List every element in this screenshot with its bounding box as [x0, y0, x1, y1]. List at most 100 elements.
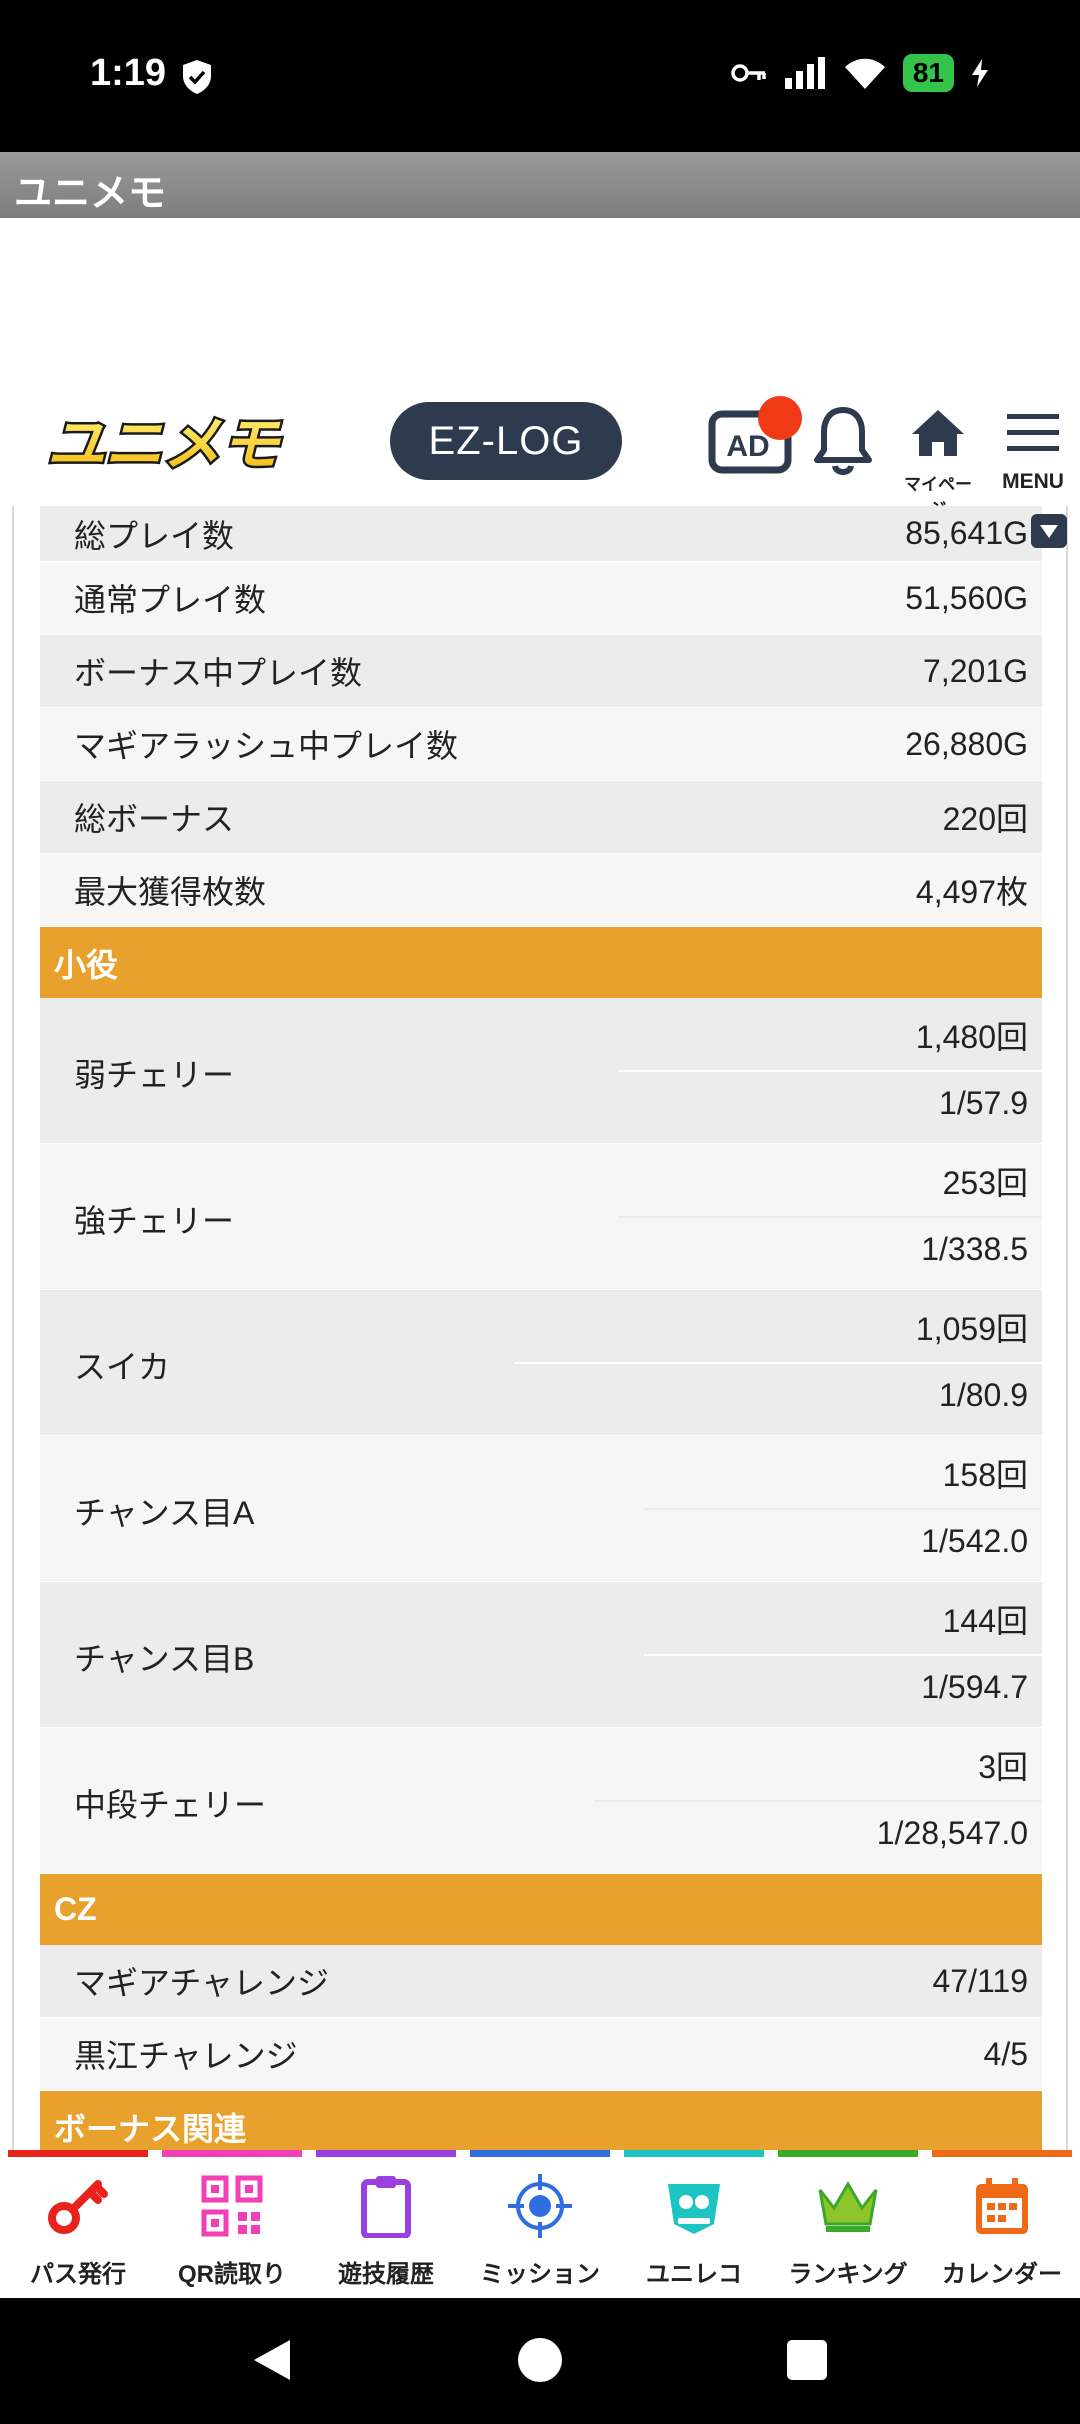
row-label: ボーナス中プレイ数 [74, 655, 363, 691]
section-header-bonus: ボーナス関連 [40, 2091, 1042, 2150]
row-count: 158回 [942, 1457, 1028, 1493]
table-row: 黒江チャレンジ 4/5 [40, 2018, 1042, 2091]
row-label: 最大獲得枚数 [74, 874, 267, 910]
site-header: ユニメモ EZ-LOG AD マイページ MENU [0, 394, 1080, 519]
row-label: 黒江チャレンジ [74, 2038, 298, 2074]
menu-button[interactable]: MENU [998, 412, 1068, 496]
row-value: 4/5 [983, 2035, 1028, 2072]
shield-icon [183, 60, 211, 94]
row-rate: 1/594.7 [921, 1669, 1028, 1705]
table-row: 通常プレイ数 51,560G [40, 562, 1042, 635]
notification-dot [758, 396, 802, 440]
row-rate: 1/57.9 [939, 1085, 1028, 1121]
app-title-bar: ユニメモ [0, 152, 1080, 218]
row-label: 中段チェリー [74, 1787, 267, 1823]
row-label: スイカ [74, 1349, 171, 1385]
row-label: 通常プレイ数 [74, 582, 267, 618]
row-label: 弱チェリー [74, 1057, 235, 1093]
data-content[interactable]: 総プレイ数 85,641G 通常プレイ数 51,560G ボーナス中プレイ数 7… [12, 506, 1068, 2150]
home-icon [912, 410, 964, 456]
nav-unireco[interactable]: ユニレコ [624, 2150, 764, 2298]
bottom-nav: パス発行 QR読取り 遊技履歴 ミッショ [0, 2150, 1080, 2298]
vpn-key-icon [731, 64, 766, 82]
menu-label: MENU [1002, 470, 1064, 493]
row-rate: 1/542.0 [921, 1523, 1028, 1559]
battery-level: 81 [902, 54, 954, 92]
row-label: チャンス目A [74, 1495, 255, 1531]
stats-table: 総プレイ数 85,641G 通常プレイ数 51,560G ボーナス中プレイ数 7… [40, 506, 1042, 2150]
row-label: 総ボーナス [74, 801, 235, 837]
nav-label: ミッション [480, 2261, 600, 2288]
nav-qr-scan[interactable]: QR読取り [162, 2150, 302, 2298]
ad-space [0, 218, 1080, 394]
row-rate: 1/28,547.0 [876, 1815, 1028, 1851]
signal-icon [784, 57, 825, 89]
nav-label: カレンダー [942, 2261, 1062, 2288]
table-row: 中段チェリー 3回 1/28,547.0 [40, 1728, 1042, 1874]
row-count: 144回 [942, 1603, 1028, 1639]
row-label: 総プレイ数 [74, 517, 235, 554]
nav-pass-issue[interactable]: パス発行 [8, 2150, 148, 2298]
row-label: 強チェリー [74, 1203, 235, 1239]
nav-mission[interactable]: ミッション [470, 2150, 610, 2298]
section-header-cz: CZ [40, 1874, 1042, 1945]
row-value: 85,641G [905, 515, 1028, 551]
row-label: マギアチャレンジ [74, 1965, 330, 2001]
logo-text: ユニメモ [47, 410, 281, 478]
row-value: 51,560G [905, 579, 1028, 616]
mypage-button[interactable]: マイページ [900, 408, 976, 519]
bell-icon[interactable] [812, 404, 874, 478]
table-row: マギアチャレンジ 47/119 [40, 1945, 1042, 2018]
qr-code-icon [201, 2175, 263, 2237]
table-row: ボーナス中プレイ数 7,201G [40, 635, 1042, 708]
calendar-icon [976, 2178, 1028, 2234]
table-row: チャンス目B 144回 1/594.7 [40, 1582, 1042, 1728]
app-title: ユニメモ [14, 173, 167, 215]
crown-icon [818, 2181, 878, 2232]
row-value: 220回 [942, 801, 1028, 837]
row-rate: 1/80.9 [939, 1377, 1028, 1413]
row-label: マギアラッシュ中プレイ数 [74, 728, 459, 764]
recents-icon[interactable] [786, 2339, 828, 2381]
system-nav-bar [0, 2298, 1080, 2424]
row-count: 253回 [942, 1165, 1028, 1201]
target-icon [508, 2174, 572, 2238]
row-label: チャンス目B [74, 1641, 255, 1677]
row-count: 1,480回 [915, 1019, 1028, 1055]
unimemo-logo[interactable]: ユニメモ [20, 402, 306, 478]
table-row: スイカ 1,059回 1/80.9 [40, 1290, 1042, 1436]
table-row: 総プレイ数 85,641G [40, 506, 1042, 562]
status-bar: 1:19 81 [0, 0, 1080, 152]
row-value: 47/119 [932, 1962, 1029, 1999]
clipboard-icon [361, 2176, 411, 2238]
table-row: 弱チェリー 1,480回 1/57.9 [40, 998, 1042, 1144]
ez-log-button[interactable]: EZ-LOG [390, 402, 622, 480]
nav-calendar[interactable]: カレンダー [932, 2150, 1072, 2298]
row-value: 4,497枚 [915, 874, 1028, 910]
row-count: 3回 [978, 1749, 1028, 1785]
nav-label: ユニレコ [646, 2261, 742, 2288]
nav-label: ランキング [788, 2261, 908, 2288]
status-time: 1:19 [90, 52, 167, 94]
row-rate: 1/338.5 [921, 1231, 1028, 1267]
wifi-icon [844, 58, 885, 89]
home-circle-icon[interactable] [516, 2336, 564, 2384]
nav-label: 遊技履歴 [338, 2261, 434, 2288]
unireco-icon [668, 2184, 720, 2234]
key-icon [48, 2180, 108, 2234]
row-count: 1,059回 [915, 1311, 1028, 1347]
table-row: 強チェリー 253回 1/338.5 [40, 1144, 1042, 1290]
section-header-small-role: 小役 [40, 927, 1042, 998]
back-icon[interactable] [250, 2336, 294, 2384]
ad-icon[interactable]: AD [708, 410, 792, 476]
table-row: チャンス目A 158回 1/542.0 [40, 1436, 1042, 1582]
nav-play-history[interactable]: 遊技履歴 [316, 2150, 456, 2298]
row-value: 26,880G [905, 725, 1028, 762]
nav-ranking[interactable]: ランキング [778, 2150, 918, 2298]
row-value: 7,201G [923, 652, 1028, 689]
nav-label: QR読取り [178, 2261, 286, 2288]
table-row: マギアラッシュ中プレイ数 26,880G [40, 708, 1042, 781]
table-row: 総ボーナス 220回 [40, 781, 1042, 854]
scroll-down-icon[interactable] [1031, 514, 1067, 548]
nav-label: パス発行 [30, 2261, 126, 2288]
